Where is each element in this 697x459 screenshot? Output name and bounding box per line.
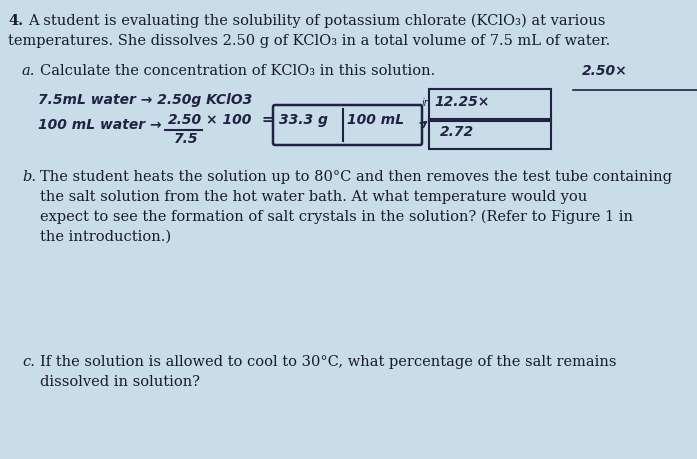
Text: dissolved in solution?: dissolved in solution? <box>40 375 200 389</box>
Text: 100 mL: 100 mL <box>347 113 404 127</box>
Text: =: = <box>262 113 274 127</box>
Text: 7.5mL water → 2.50g KClO3: 7.5mL water → 2.50g KClO3 <box>38 93 252 107</box>
Text: expect to see the formation of salt crystals in the solution? (Refer to Figure 1: expect to see the formation of salt crys… <box>40 210 633 224</box>
Text: 2.72: 2.72 <box>440 125 474 139</box>
Text: 2.50×: 2.50× <box>582 64 628 78</box>
Text: ir: ir <box>422 98 429 108</box>
Text: 4.: 4. <box>8 14 23 28</box>
Text: b.: b. <box>22 170 36 184</box>
Text: 7.5: 7.5 <box>174 132 199 146</box>
Text: the introduction.): the introduction.) <box>40 230 171 244</box>
Text: The student heats the solution up to 80°C and then removes the test tube contain: The student heats the solution up to 80°… <box>40 170 672 184</box>
Text: c.: c. <box>22 355 35 369</box>
Text: 33.3 g: 33.3 g <box>279 113 328 127</box>
Text: 100 mL water →: 100 mL water → <box>38 118 162 132</box>
Text: Calculate the concentration of KClO₃ in this solution.: Calculate the concentration of KClO₃ in … <box>40 64 435 78</box>
Text: 12.25×: 12.25× <box>434 95 489 109</box>
Text: × 100: × 100 <box>206 113 252 127</box>
Text: If the solution is allowed to cool to 30°C, what percentage of the salt remains: If the solution is allowed to cool to 30… <box>40 355 617 369</box>
Text: the salt solution from the hot water bath. At what temperature would you: the salt solution from the hot water bat… <box>40 190 588 204</box>
Text: A student is evaluating the solubility of potassium chlorate (KClO₃) at various: A student is evaluating the solubility o… <box>28 14 606 28</box>
Text: temperatures. She dissolves 2.50 g of KClO₃ in a total volume of 7.5 mL of water: temperatures. She dissolves 2.50 g of KC… <box>8 34 611 48</box>
Text: a.: a. <box>22 64 36 78</box>
Text: 2.50: 2.50 <box>168 113 202 127</box>
